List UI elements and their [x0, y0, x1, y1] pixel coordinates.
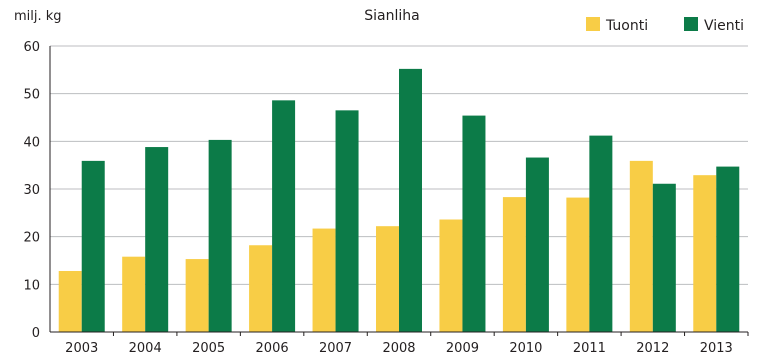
y-tick-label: 50 [23, 88, 40, 103]
x-tick-label: 2012 [636, 341, 669, 356]
bar-vienti-2003 [81, 160, 105, 332]
legend-label-vienti: Vienti [704, 18, 744, 34]
y-tick-label: 40 [23, 135, 40, 150]
bar-vienti-2005 [208, 139, 232, 332]
x-tick-label: 2007 [319, 341, 352, 356]
bar-tuonti-2009 [439, 219, 463, 332]
y-tick-label: 0 [32, 326, 40, 341]
bar-vienti-2004 [145, 147, 169, 332]
x-tick-label: 2004 [129, 341, 162, 356]
bar-vienti-2008 [399, 68, 422, 332]
x-tick-label: 2003 [65, 341, 98, 356]
legend-swatch-vienti [684, 17, 698, 31]
bar-vienti-2010 [525, 157, 549, 332]
x-tick-label: 2008 [382, 341, 415, 356]
chart-title: Sianliha [364, 8, 419, 24]
y-tick-label: 30 [23, 183, 40, 198]
axes [49, 46, 749, 336]
bar-vienti-2012 [652, 183, 676, 332]
bar-tuonti-2005 [185, 259, 209, 332]
bar-tuonti-2013 [693, 175, 717, 332]
bar-tuonti-2004 [122, 256, 146, 332]
legend-swatch-tuonti [586, 17, 600, 31]
x-tick-label: 2010 [509, 341, 542, 356]
bar-vienti-2006 [272, 100, 296, 332]
x-tick-label: 2009 [446, 341, 479, 356]
legend: Tuonti Vienti [586, 17, 744, 34]
bar-tuonti-2011 [566, 197, 590, 332]
bar-vienti-2011 [589, 135, 613, 332]
y-tick-label: 10 [23, 278, 40, 293]
bar-tuonti-2012 [629, 160, 653, 332]
bar-tuonti-2003 [58, 270, 82, 332]
legend-label-tuonti: Tuonti [605, 18, 648, 34]
y-tick-label: 60 [23, 40, 40, 55]
bar-vienti-2009 [462, 115, 486, 333]
bar-vienti-2007 [335, 110, 359, 332]
bar-tuonti-2007 [312, 228, 336, 332]
y-tick-labels: 0 10 20 30 40 50 60 [23, 40, 40, 341]
x-tick-label: 2005 [192, 341, 225, 356]
x-tick-labels: 2003 2004 2005 2006 2007 2008 2009 2010 2011 2012… [65, 341, 733, 356]
x-tick-label: 2006 [256, 341, 289, 356]
x-tick-label: 2011 [573, 341, 606, 356]
x-tick-label: 2013 [700, 341, 733, 356]
bar-tuonti-2010 [502, 197, 526, 332]
bar-tuonti-2006 [249, 245, 273, 332]
y-axis-unit-label: milj. kg [14, 9, 62, 24]
bar-vienti-2013 [716, 166, 740, 332]
bars [58, 68, 740, 333]
bar-tuonti-2008 [376, 226, 399, 332]
y-tick-label: 20 [23, 231, 40, 246]
